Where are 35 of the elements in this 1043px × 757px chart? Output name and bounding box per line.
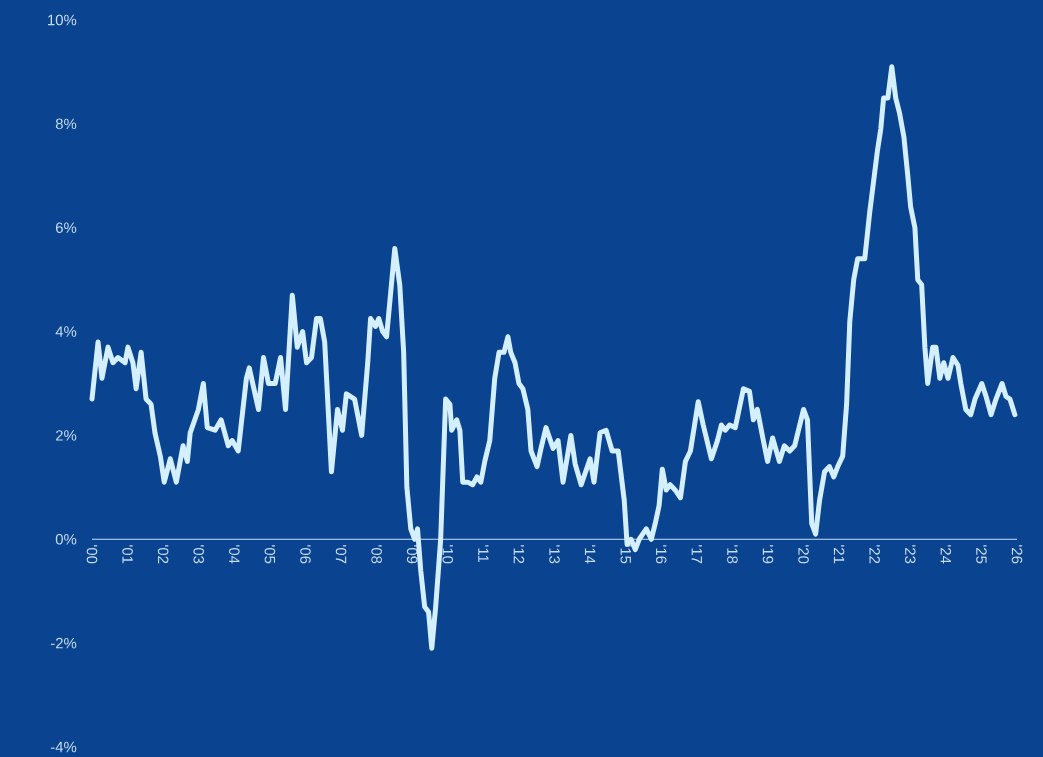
x-tick-label: '03 bbox=[193, 545, 205, 564]
y-tick-label: 8% bbox=[55, 118, 77, 130]
x-tick-label: '02 bbox=[157, 545, 169, 564]
x-tick-label: '07 bbox=[335, 545, 347, 564]
x-tick-label: '18 bbox=[727, 545, 738, 564]
x-tick-label: '05 bbox=[264, 545, 276, 564]
x-tick-label: '16 bbox=[655, 545, 667, 564]
x-tick-label: '21 bbox=[833, 545, 845, 564]
y-tick-label: 0% bbox=[55, 533, 77, 545]
x-tick-label: '14 bbox=[584, 545, 596, 564]
x-tick-label: '20 bbox=[798, 545, 809, 564]
x-tick-label: '22 bbox=[869, 545, 880, 564]
y-tick-label: 6% bbox=[55, 222, 77, 233]
x-tick-label: '10 bbox=[442, 545, 454, 564]
x-tick-label: '13 bbox=[549, 545, 560, 564]
x-tick-label: '11 bbox=[478, 545, 489, 562]
x-tick-label: '19 bbox=[762, 545, 774, 564]
x-tick-label: '25 bbox=[976, 545, 987, 564]
y-tick-label: -4% bbox=[50, 741, 77, 753]
x-tick-label: '04 bbox=[229, 545, 240, 564]
x-tick-label: '06 bbox=[300, 545, 311, 564]
y-tick-label: 10% bbox=[48, 14, 77, 26]
x-tick-label: '12 bbox=[513, 545, 525, 564]
x-tick-label: '24 bbox=[940, 545, 952, 564]
y-tick-label: 2% bbox=[55, 430, 77, 441]
x-tick-label: '09 bbox=[406, 545, 418, 564]
x-tick-label: '15 bbox=[620, 545, 631, 564]
x-tick-label: '17 bbox=[691, 545, 702, 564]
x-tick-label: '23 bbox=[905, 545, 916, 564]
x-tick-label: '00 bbox=[86, 545, 98, 564]
x-tick-label: '08 bbox=[371, 545, 382, 564]
y-tick-label: -2% bbox=[50, 637, 77, 649]
x-tick-label: '01 bbox=[122, 545, 133, 564]
x-tick-label: '26 bbox=[1011, 545, 1023, 564]
y-tick-label: 4% bbox=[55, 326, 77, 337]
